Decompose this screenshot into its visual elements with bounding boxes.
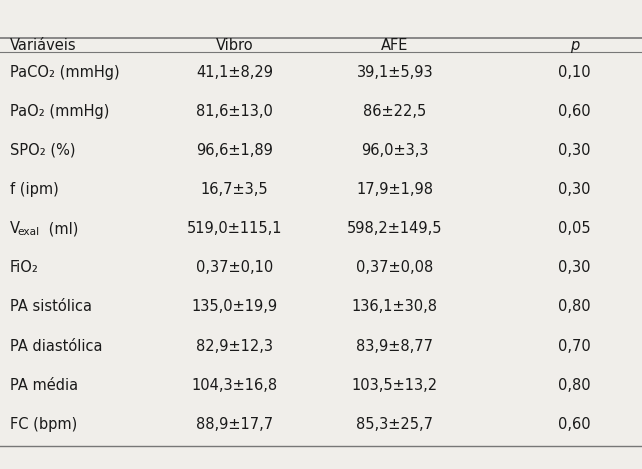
Text: 86±22,5: 86±22,5 xyxy=(363,104,426,119)
Text: 0,30: 0,30 xyxy=(559,260,591,275)
Text: AFE: AFE xyxy=(381,38,408,53)
Text: 41,1±8,29: 41,1±8,29 xyxy=(196,65,273,80)
Text: 17,9±1,98: 17,9±1,98 xyxy=(356,182,433,197)
Text: FC (bpm): FC (bpm) xyxy=(10,417,77,432)
Text: Variáveis: Variáveis xyxy=(10,38,76,53)
Text: 104,3±16,8: 104,3±16,8 xyxy=(191,378,277,393)
Text: 96,0±3,3: 96,0±3,3 xyxy=(361,143,429,158)
Text: 136,1±30,8: 136,1±30,8 xyxy=(352,299,438,314)
Text: SPO₂ (%): SPO₂ (%) xyxy=(10,143,75,158)
Text: exal: exal xyxy=(17,227,40,237)
Text: PaO₂ (mmHg): PaO₂ (mmHg) xyxy=(10,104,109,119)
Text: Vibro: Vibro xyxy=(216,38,253,53)
Text: 85,3±25,7: 85,3±25,7 xyxy=(356,417,433,432)
Text: 0,60: 0,60 xyxy=(559,104,591,119)
Text: 0,37±0,10: 0,37±0,10 xyxy=(196,260,273,275)
Text: 0,70: 0,70 xyxy=(558,339,591,354)
Text: 88,9±17,7: 88,9±17,7 xyxy=(196,417,273,432)
Text: PaCO₂ (mmHg): PaCO₂ (mmHg) xyxy=(10,65,119,80)
Text: 96,6±1,89: 96,6±1,89 xyxy=(196,143,273,158)
Text: 0,37±0,08: 0,37±0,08 xyxy=(356,260,433,275)
Text: 81,6±13,0: 81,6±13,0 xyxy=(196,104,273,119)
Text: 135,0±19,9: 135,0±19,9 xyxy=(191,299,277,314)
Text: 0,10: 0,10 xyxy=(559,65,591,80)
Text: 83,9±8,77: 83,9±8,77 xyxy=(356,339,433,354)
Text: PA média: PA média xyxy=(10,378,78,393)
Text: 0,30: 0,30 xyxy=(559,143,591,158)
Text: 0,60: 0,60 xyxy=(559,417,591,432)
Text: 39,1±5,93: 39,1±5,93 xyxy=(356,65,433,80)
Text: PA sistólica: PA sistólica xyxy=(10,299,92,314)
Text: PA diastólica: PA diastólica xyxy=(10,339,102,354)
Text: V: V xyxy=(10,221,20,236)
Text: 0,80: 0,80 xyxy=(559,299,591,314)
Text: 103,5±13,2: 103,5±13,2 xyxy=(352,378,438,393)
Text: 0,80: 0,80 xyxy=(559,378,591,393)
Text: 598,2±149,5: 598,2±149,5 xyxy=(347,221,442,236)
Text: 0,30: 0,30 xyxy=(559,182,591,197)
Text: 82,9±12,3: 82,9±12,3 xyxy=(196,339,273,354)
Text: 0,05: 0,05 xyxy=(559,221,591,236)
Text: 519,0±115,1: 519,0±115,1 xyxy=(187,221,282,236)
Text: p: p xyxy=(570,38,579,53)
Text: FiO₂: FiO₂ xyxy=(10,260,39,275)
Text: f (ipm): f (ipm) xyxy=(10,182,58,197)
Text: 16,7±3,5: 16,7±3,5 xyxy=(200,182,268,197)
Text: (ml): (ml) xyxy=(44,221,78,236)
